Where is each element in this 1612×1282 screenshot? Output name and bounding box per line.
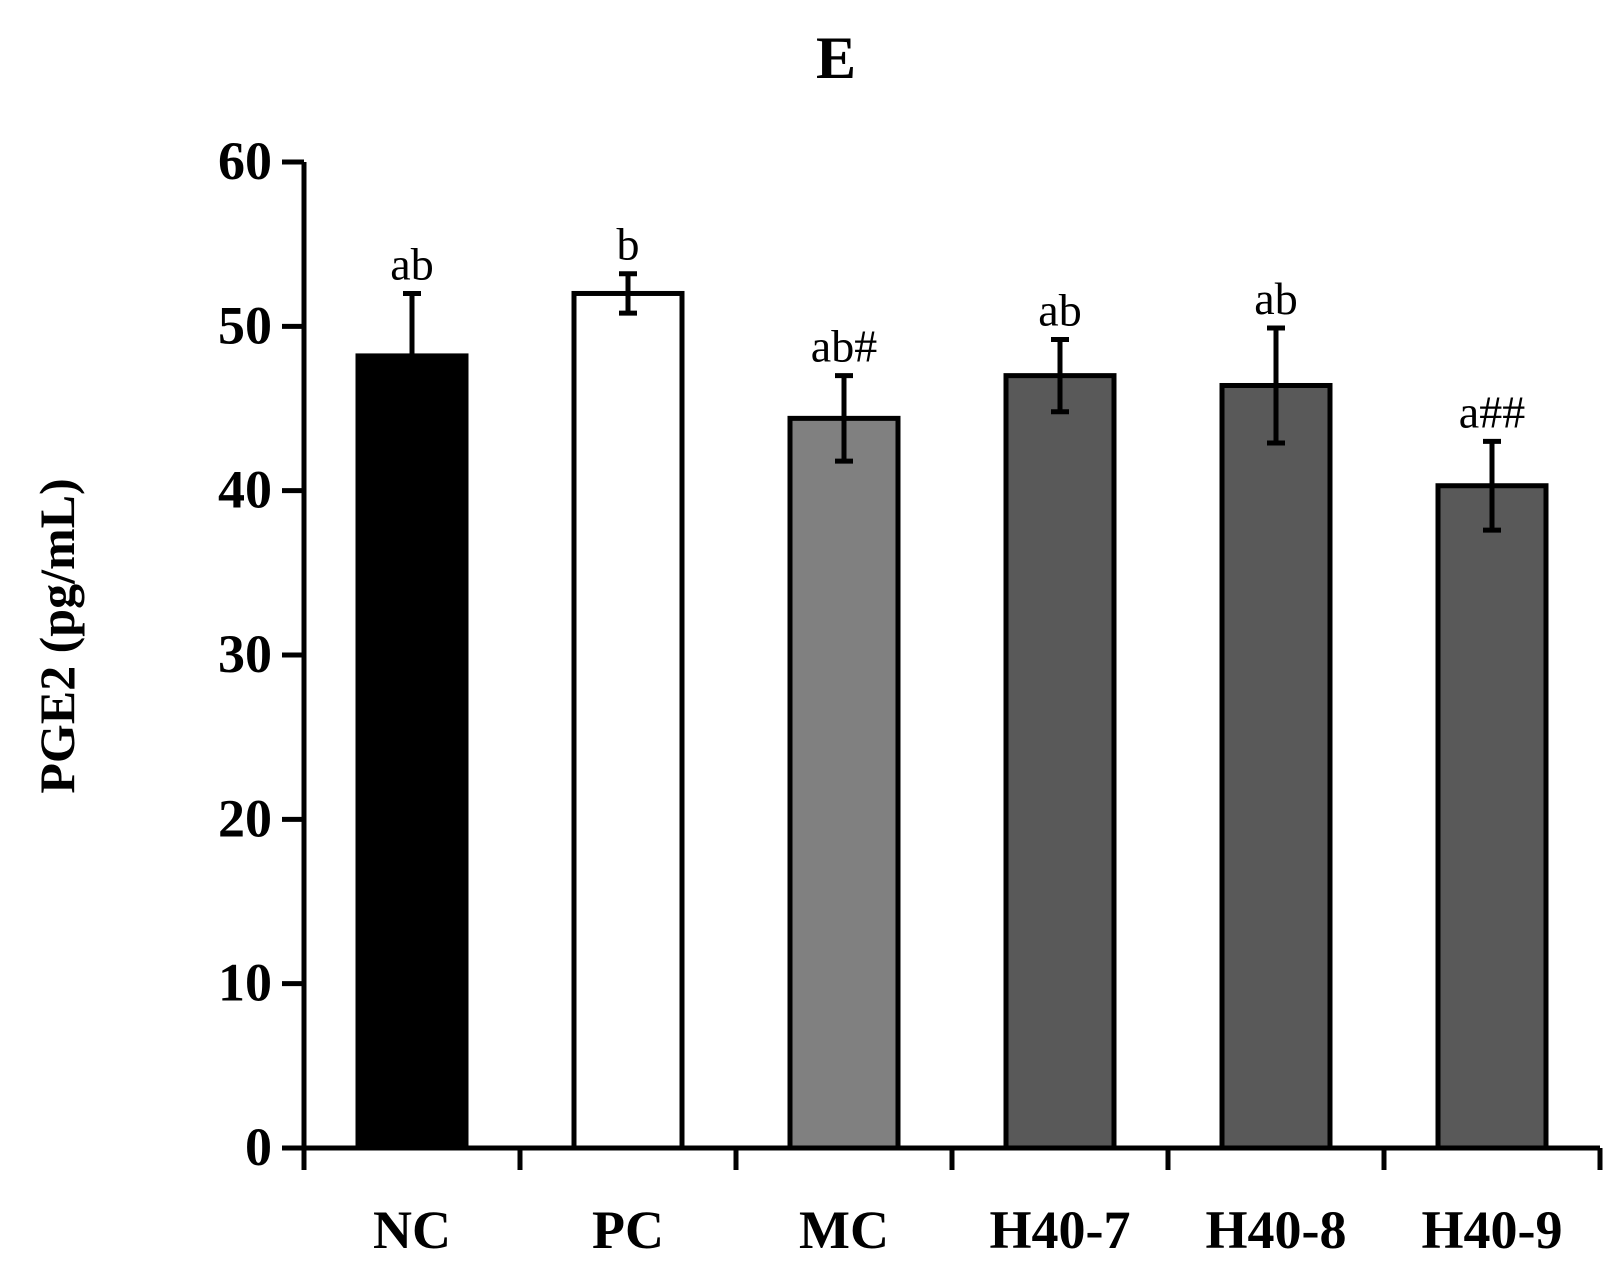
y-tick-label: 30: [218, 624, 272, 684]
bar-h40-8: [1219, 382, 1333, 1151]
x-tick-label: H40-8: [1206, 1200, 1347, 1260]
x-tick-label: H40-9: [1422, 1200, 1563, 1260]
bar-h40-7: [1003, 373, 1117, 1151]
y-tick-label: 40: [218, 460, 272, 520]
x-tick-label: NC: [373, 1200, 451, 1260]
plot-area: 0 10 20 30 40 50 60 ab NC b PC ab# MC ab H40-7 ab H40-8 a…: [218, 131, 1603, 1260]
x-tick-label: PC: [592, 1200, 664, 1260]
y-axis-label: PGE2 (pg/mL): [29, 478, 85, 793]
y-tick-label: 0: [245, 1117, 272, 1177]
bar-nc: [355, 353, 469, 1151]
bar-annotation: ab: [390, 238, 433, 289]
bar-annotation: ab#: [811, 321, 877, 372]
bar-pc: [571, 290, 685, 1151]
x-tick-label: H40-7: [990, 1200, 1131, 1260]
bar-annotation: ab: [1038, 284, 1081, 335]
y-tick-label: 60: [218, 131, 272, 191]
chart-title: E: [816, 25, 856, 91]
y-tick-label: 10: [218, 953, 272, 1013]
bar-h40-9: [1435, 483, 1549, 1151]
bar-annotation: b: [617, 219, 640, 270]
bar-annotation: ab: [1254, 273, 1297, 324]
y-tick-label: 50: [218, 295, 272, 355]
y-tick-label: 20: [218, 788, 272, 848]
x-tick-label: MC: [799, 1200, 889, 1260]
bar-annotation: a##: [1459, 386, 1525, 437]
bar-mc: [787, 415, 901, 1151]
